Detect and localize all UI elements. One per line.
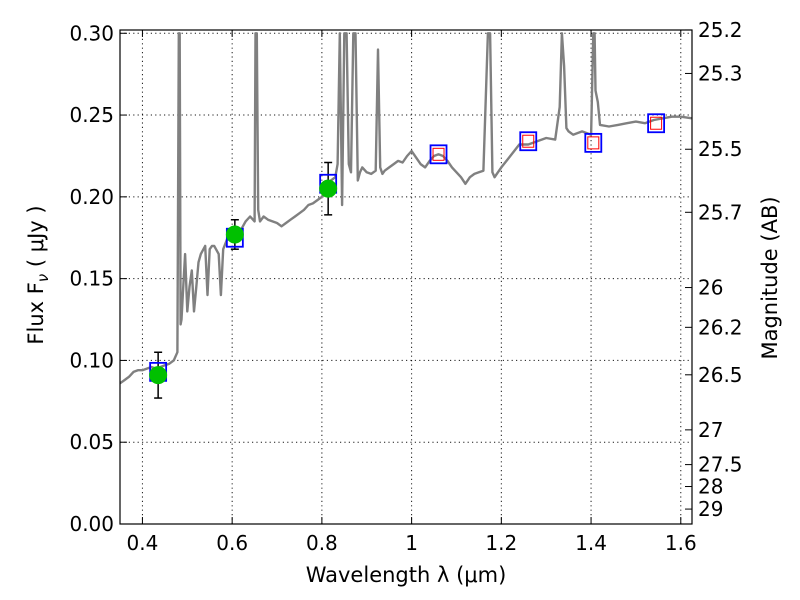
x-tick-label: 1 [405,531,418,555]
y2-axis-title: Magnitude (AB) [758,196,782,359]
y-axis-title-subscript: ν [34,274,52,282]
y2-tick-label: 27.5 [698,453,743,477]
model-square-marker [647,113,666,134]
y-axis-title-main: Flux F [24,282,48,344]
y-tick-label: 0.15 [69,267,114,291]
x-tick-label: 1.6 [665,531,697,555]
y-tick-label: 0.00 [69,512,114,536]
y-tick-label: 0.10 [69,348,114,372]
x-tick-label: 1.4 [575,531,607,555]
model-square-marker [519,131,538,152]
x-tick-label: 0.8 [306,531,338,555]
observed-point [319,179,338,198]
predicted-square-marker [650,116,663,130]
predicted-square-marker [587,136,600,150]
y2-tick-label: 26 [698,276,723,300]
x-axis-title: Wavelength λ (μm) [306,563,507,587]
y-axis-ticks: 0.00 0.05 0.10 0.15 0.20 0.25 0.30 [69,21,127,536]
y-axis-title-unit: ( μJy ) [24,205,48,273]
y2-tick-label: 25.7 [698,200,743,224]
y-tick-label: 0.25 [69,103,114,127]
spectrum [120,32,692,385]
y2-tick-label: 28 [698,475,723,499]
x-tick-label: 0.6 [216,531,248,555]
y2-tick-label: 29 [698,497,723,521]
y2-tick-label: 26.2 [698,315,743,339]
y2-tick-label: 27 [698,418,723,442]
y-axis-title: Flux Fν ( μJy ) [24,205,52,344]
y-tick-label: 0.20 [69,185,114,209]
photometry-markers [149,113,666,399]
x-tick-label: 1.2 [485,531,517,555]
y2-tick-label: 26.5 [698,363,743,387]
predicted-square-marker [432,147,445,161]
observed-point [225,225,244,244]
y-tick-label: 0.05 [69,430,114,454]
x-axis-ticks: 0.4 0.6 0.8 1 1.2 1.4 1.6 [127,30,697,555]
x-tick-label: 0.4 [127,531,159,555]
y2-tick-label: 25.2 [698,18,743,42]
y-tick-label: 0.30 [69,21,114,45]
plot-frame [119,29,693,525]
observed-point [149,366,168,385]
model-square-marker [584,132,603,153]
y2-tick-label: 25.3 [698,61,743,85]
spectrum-line [120,32,692,385]
y2-tick-label: 25.5 [698,137,743,161]
model-square-marker [429,144,448,165]
predicted-square-marker [522,134,535,148]
